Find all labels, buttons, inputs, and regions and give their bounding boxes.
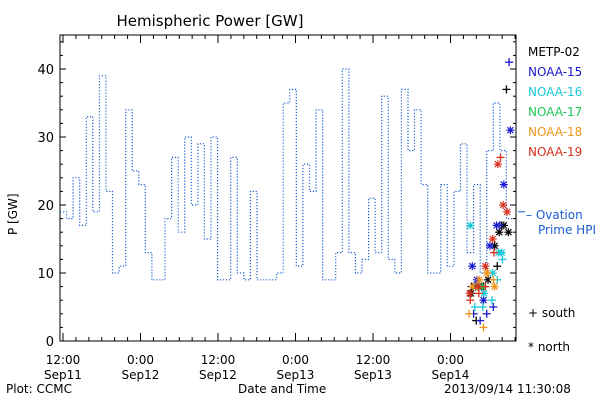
satellite-markers	[465, 58, 515, 332]
north-marker-noaa-19	[465, 289, 474, 298]
legend-entry-metp-02: METP-02	[528, 45, 580, 59]
x-axis-label: Date and Time	[238, 382, 327, 396]
legend-entry-noaa-18: NOAA-18	[528, 125, 583, 139]
y-tick-label: 30	[37, 131, 54, 146]
x-tick-date-label: Sep12	[122, 368, 160, 382]
x-tick-date-label: Sep14	[432, 368, 470, 382]
north-marker-noaa-15	[468, 262, 477, 271]
marker-legend: + south * north	[528, 296, 575, 364]
y-tick-label: 40	[37, 63, 54, 78]
south-marker-noaa-15	[489, 303, 498, 311]
ovation-line	[60, 68, 513, 281]
north-marker-noaa-19	[499, 201, 508, 209]
x-tick-time-label: 0:00	[282, 353, 309, 367]
south-marker-noaa-19	[481, 282, 490, 291]
x-tick-date-label: Sep13	[354, 368, 392, 382]
north-marker-noaa-15	[486, 241, 495, 250]
y-axis-label: P [GW]	[6, 193, 20, 235]
north-marker-noaa-16	[497, 248, 506, 257]
legend-entry-noaa-15: NOAA-15	[528, 65, 583, 79]
x-tick-time-label: 12:00	[356, 353, 391, 367]
north-marker-noaa-15	[506, 126, 515, 135]
north-marker-noaa-18	[468, 282, 477, 291]
south-marker-noaa-15	[476, 316, 485, 325]
north-marker-noaa-19	[474, 282, 483, 291]
legend-entry-noaa-19: NOAA-19	[528, 145, 583, 159]
south-marker-noaa-15	[482, 309, 491, 318]
x-tick-date-label: Sep12	[199, 368, 237, 382]
x-tick-date-label: Sep13	[277, 368, 315, 382]
south-marker-noaa-19	[474, 289, 483, 298]
y-tick-label: 0	[46, 335, 54, 350]
south-marker-noaa-18	[479, 323, 488, 332]
north-marker-noaa-19	[481, 262, 490, 271]
y-tick-label: 10	[37, 267, 54, 282]
north-marker-noaa-15	[479, 296, 488, 305]
plot-credit: Plot: CCMC	[6, 382, 72, 396]
south-marker-metp-02	[493, 262, 502, 271]
chart-title: Hemispheric Power [GW]	[116, 12, 304, 30]
x-tick-time-label: 12:00	[46, 353, 81, 367]
plot-timestamp: 2013/09/14 11:30:08	[444, 382, 571, 396]
north-marker-noaa-15	[492, 221, 501, 230]
ovation-series	[60, 68, 525, 281]
legend-entry-noaa-17: NOAA-17	[528, 105, 583, 119]
ovation-legend-line2: Prime HPI	[538, 223, 596, 237]
north-marker-noaa-19	[488, 235, 497, 243]
x-tick-time-label: 0:00	[437, 353, 464, 367]
ovation-legend: – Ovation Prime HPI	[526, 208, 596, 238]
ovation-legend-line1: – Ovation	[526, 208, 583, 222]
y-axis: 0 10 20 30 40	[37, 41, 516, 350]
north-marker-metp-02	[504, 228, 513, 237]
south-marker-legend: + south	[528, 306, 576, 320]
north-marker-noaa-18	[482, 269, 491, 277]
north-marker-noaa-15	[499, 180, 508, 189]
legend-entry-noaa-16: NOAA-16	[528, 85, 583, 99]
north-marker-legend: * north	[528, 340, 571, 354]
north-marker-noaa-18	[475, 275, 484, 284]
north-marker-noaa-19	[493, 160, 502, 169]
south-marker-noaa-19	[466, 296, 475, 305]
south-marker-noaa-19	[489, 248, 498, 257]
north-marker-noaa-19	[503, 207, 512, 216]
south-marker-noaa-16	[478, 303, 487, 311]
x-tick-time-label: 0:00	[127, 353, 154, 367]
y-tick-label: 20	[37, 199, 54, 214]
north-marker-metp-02	[495, 228, 504, 237]
x-axis: 12:00Sep110:00Sep1212:00Sep120:00Sep1312…	[44, 35, 516, 382]
south-marker-noaa-18	[465, 309, 474, 318]
legend: METP-02 NOAA-15 NOAA-16 NOAA-17 NOAA-18 …	[528, 42, 582, 162]
south-marker-noaa-19	[496, 153, 505, 162]
south-marker-noaa-15	[505, 58, 514, 67]
plot-frame	[59, 34, 517, 342]
south-marker-metp-02	[502, 85, 511, 94]
south-marker-noaa-18	[489, 275, 498, 284]
north-marker-noaa-16	[466, 221, 475, 230]
south-marker-noaa-16	[470, 303, 479, 311]
x-tick-time-label: 12:00	[201, 353, 236, 367]
north-marker-noaa-18	[490, 282, 499, 291]
x-tick-date-label: Sep11	[44, 368, 82, 382]
y-axis-label-wrap: P [GW]	[6, 175, 24, 235]
south-marker-noaa-16	[498, 255, 507, 264]
south-marker-noaa-16	[487, 296, 496, 305]
